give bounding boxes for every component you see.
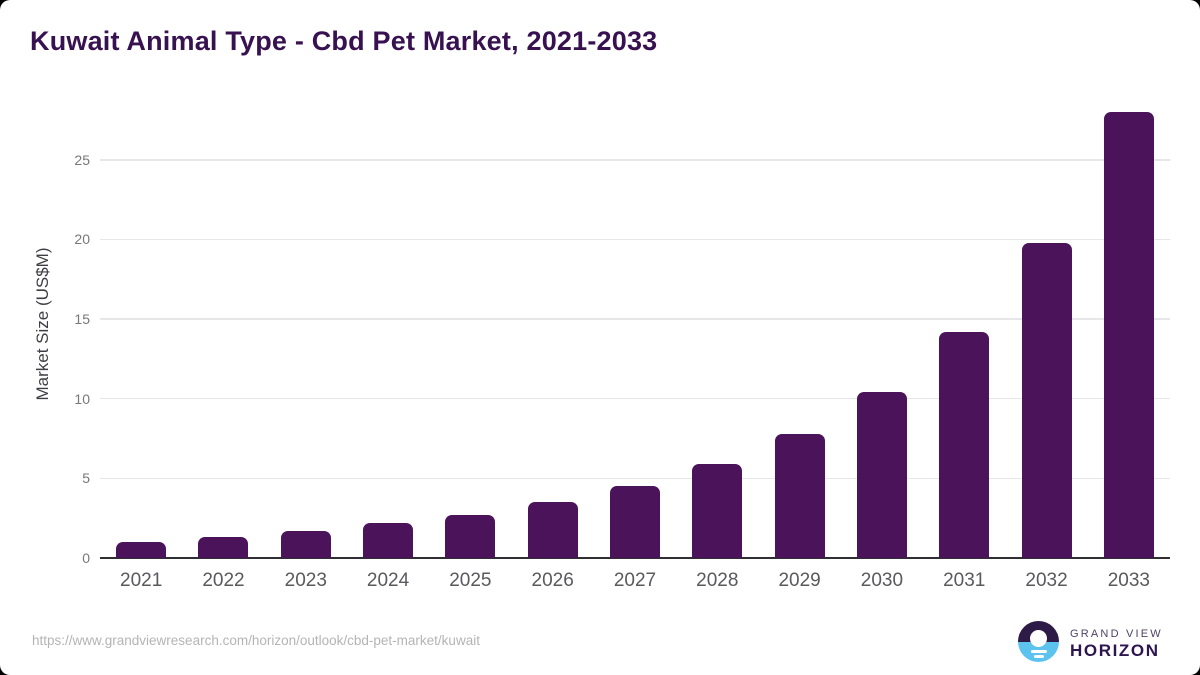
- gridline-20: [100, 238, 1170, 241]
- bar-2033: [1103, 111, 1154, 558]
- bar-2029: [774, 433, 825, 558]
- x-tick-label-2027: 2027: [613, 570, 657, 591]
- bar-2028: [692, 464, 743, 558]
- gridline-25: [100, 159, 1170, 161]
- bar-2024: [363, 522, 414, 558]
- x-tick-label-2025: 2025: [449, 570, 492, 591]
- x-tick-label-2031: 2031: [943, 570, 986, 591]
- x-tick-label-2030: 2030: [860, 570, 904, 591]
- brand-logo: GRAND VIEW HORIZON: [1018, 619, 1168, 665]
- chart-title: Kuwait Animal Type - Cbd Pet Market, 202…: [30, 26, 658, 56]
- gridline-5: [100, 477, 1170, 480]
- bar-2023: [280, 530, 331, 558]
- x-tick-label-2029: 2029: [778, 570, 821, 591]
- bar-2032: [1021, 242, 1072, 558]
- brand-name-bottom: HORIZON: [1070, 641, 1160, 660]
- x-tick-label-2032: 2032: [1025, 570, 1068, 591]
- bar-2025: [445, 514, 496, 558]
- bar-2031: [939, 331, 990, 558]
- logo-reflection-stripe: [1033, 655, 1044, 658]
- x-tick-label-2024: 2024: [366, 570, 410, 591]
- y-tick-label-20: 20: [74, 231, 90, 248]
- x-axis-line: [100, 557, 1170, 559]
- source-url: https://www.grandviewresearch.com/horizo…: [32, 633, 480, 648]
- x-tick-label-2033: 2033: [1107, 570, 1150, 591]
- y-tick-label-15: 15: [74, 311, 90, 328]
- bar-2021: [116, 542, 167, 558]
- x-tick-label-2026: 2026: [531, 570, 574, 591]
- bar-2030: [856, 392, 907, 558]
- y-tick-label-0: 0: [82, 550, 90, 566]
- logo-sun-shape: [1030, 630, 1047, 647]
- x-tick-label-2022: 2022: [202, 570, 245, 591]
- bar-2022: [198, 537, 249, 558]
- bar-2027: [610, 486, 660, 558]
- sunrise-horizon-icon: [1018, 621, 1059, 662]
- y-tick-label-25: 25: [74, 151, 90, 168]
- y-tick-label-5: 5: [82, 470, 90, 487]
- x-tick-label-2023: 2023: [284, 570, 327, 591]
- x-tick-label-2021: 2021: [120, 570, 163, 591]
- gridline-10: [100, 397, 1170, 400]
- x-tick-label-2028: 2028: [696, 570, 739, 591]
- logo-reflection-stripe: [1030, 649, 1047, 653]
- brand-name-top: GRAND VIEW: [1070, 628, 1163, 640]
- y-tick-label-10: 10: [74, 390, 90, 407]
- bar-2026: [527, 502, 578, 558]
- gridline-15: [100, 318, 1170, 320]
